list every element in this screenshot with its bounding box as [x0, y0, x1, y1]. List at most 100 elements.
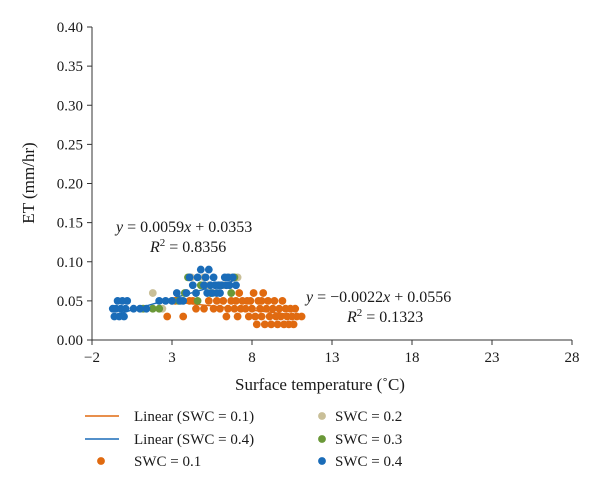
point	[241, 304, 250, 313]
legend-label: Linear (SWC = 0.4)	[134, 432, 254, 448]
point	[257, 296, 266, 305]
point	[163, 312, 172, 321]
point	[148, 304, 157, 313]
legend: Linear (SWC = 0.1) Linear (SWC = 0.4) SWC …	[85, 409, 403, 470]
x-tick-label: 23	[485, 350, 500, 366]
point	[192, 289, 200, 297]
point	[168, 296, 176, 305]
point	[278, 296, 287, 305]
legend-dot-swatch	[97, 457, 105, 465]
point	[188, 281, 197, 290]
x-axis-label: Surface temperature (˚C)	[235, 375, 405, 394]
point	[182, 289, 191, 297]
point	[248, 304, 256, 313]
point	[209, 273, 218, 282]
x-ticks: −2 3 8 13 18 23 28	[84, 340, 580, 366]
y-tick-label: 0.00	[57, 333, 83, 349]
point	[233, 312, 242, 321]
point	[192, 304, 200, 313]
legend-dot-swatch	[318, 412, 326, 420]
legend-dot-swatch	[318, 435, 326, 443]
y-tick-label: 0.15	[57, 216, 83, 232]
point	[265, 312, 274, 321]
point	[179, 312, 188, 321]
y-tick-label: 0.20	[57, 177, 83, 193]
point	[161, 296, 170, 305]
point	[276, 312, 285, 321]
legend-label: SWC = 0.4	[335, 454, 403, 470]
legend-dot-swatch	[318, 457, 326, 465]
point	[212, 296, 221, 305]
point	[204, 296, 213, 305]
point	[297, 312, 306, 321]
point	[148, 289, 157, 297]
y-ticks: 0.00 0.05 0.10 0.15 0.20 0.25 0.30 0.35 0.40	[57, 20, 92, 349]
point	[172, 289, 181, 297]
point	[268, 304, 277, 313]
point	[228, 273, 237, 282]
x-tick-label: 18	[405, 350, 420, 366]
point	[262, 304, 271, 313]
point	[136, 304, 144, 313]
point	[200, 281, 208, 290]
x-tick-label: 3	[168, 350, 176, 366]
r-squared-label: R2 = 0.8356	[149, 237, 226, 256]
point	[219, 296, 228, 305]
point	[123, 296, 132, 305]
y-axis-label: ET (mm/hr)	[19, 142, 38, 223]
point	[256, 304, 264, 313]
point	[227, 289, 236, 297]
point	[196, 265, 205, 274]
point	[232, 281, 240, 290]
point	[201, 273, 210, 282]
point	[235, 289, 244, 297]
point	[193, 296, 202, 305]
legend-label: Linear (SWC = 0.1)	[134, 409, 254, 425]
x-tick-label: 13	[325, 350, 340, 366]
y-tick-label: 0.05	[57, 294, 83, 310]
point	[155, 304, 164, 313]
point	[273, 320, 282, 329]
point	[257, 312, 266, 321]
x-tick-label: 28	[565, 350, 580, 366]
data-points	[108, 265, 306, 329]
point	[230, 304, 239, 313]
point	[291, 304, 300, 313]
point	[252, 320, 261, 329]
x-tick-label: 8	[248, 350, 256, 366]
regression-equation: y = 0.0059x + 0.0353	[114, 219, 252, 236]
point	[289, 320, 298, 329]
y-tick-label: 0.10	[57, 255, 83, 271]
regression-equation: y = −0.0022x + 0.0556	[304, 289, 451, 306]
y-tick-label: 0.30	[57, 98, 83, 114]
point	[243, 296, 252, 305]
point	[216, 304, 224, 313]
point	[249, 289, 258, 297]
point	[232, 296, 240, 305]
point	[275, 304, 284, 313]
legend-label: SWC = 0.1	[134, 454, 201, 470]
legend-label: SWC = 0.3	[335, 432, 402, 448]
point	[209, 304, 218, 313]
legend-label: SWC = 0.2	[335, 409, 402, 425]
point	[204, 265, 213, 274]
point	[222, 312, 231, 321]
point	[200, 304, 208, 313]
point	[216, 289, 224, 297]
point	[179, 296, 188, 305]
point	[129, 304, 138, 313]
point	[244, 312, 253, 321]
point	[120, 312, 128, 321]
point	[267, 320, 276, 329]
point	[259, 289, 268, 297]
point	[251, 312, 260, 321]
r-squared-label: R2 = 0.1323	[346, 307, 423, 326]
y-tick-label: 0.40	[57, 20, 83, 36]
point	[264, 296, 272, 305]
y-tick-label: 0.25	[57, 137, 83, 153]
point	[193, 273, 202, 282]
point	[270, 296, 279, 305]
point	[224, 304, 232, 313]
